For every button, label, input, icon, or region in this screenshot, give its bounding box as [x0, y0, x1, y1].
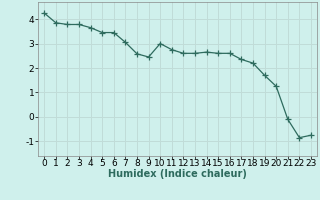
X-axis label: Humidex (Indice chaleur): Humidex (Indice chaleur) [108, 169, 247, 179]
